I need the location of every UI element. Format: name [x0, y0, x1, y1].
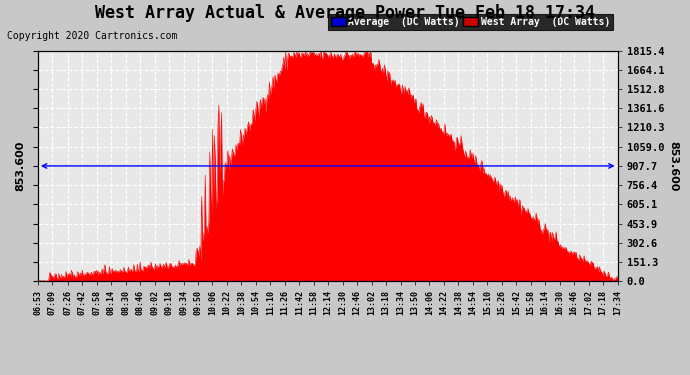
Text: West Array Actual & Average Power Tue Feb 18 17:34: West Array Actual & Average Power Tue Fe… — [95, 4, 595, 22]
Y-axis label: 853.600: 853.600 — [668, 141, 678, 191]
Legend: Average  (DC Watts), West Array  (DC Watts): Average (DC Watts), West Array (DC Watts… — [328, 14, 613, 30]
Y-axis label: 853.600: 853.600 — [15, 141, 26, 191]
Text: Copyright 2020 Cartronics.com: Copyright 2020 Cartronics.com — [7, 32, 177, 41]
